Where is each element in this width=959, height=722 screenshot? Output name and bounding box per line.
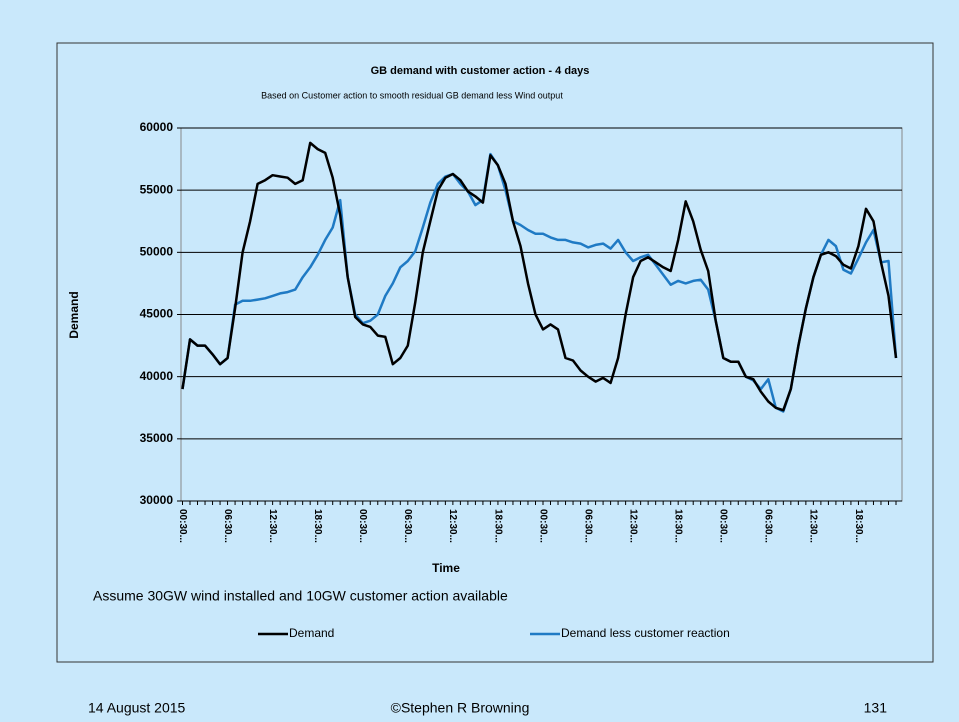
legend-label: Demand less customer reaction xyxy=(561,626,730,640)
x-tick-label: 00:30... xyxy=(177,509,188,543)
x-tick-label: 18:30... xyxy=(492,509,503,543)
footer-date: 14 August 2015 xyxy=(88,700,186,716)
x-axis-label: Time xyxy=(432,561,460,575)
footer-author: ©Stephen R Browning xyxy=(391,700,530,716)
y-tick-label: 55000 xyxy=(140,182,174,196)
y-axis-label: Demand xyxy=(67,291,81,338)
series-line xyxy=(181,152,898,413)
x-tick-label: 12:30... xyxy=(267,509,278,543)
x-tick-label: 12:30... xyxy=(808,509,819,543)
chart-title: GB demand with customer action - 4 days xyxy=(371,65,590,77)
legend-label: Demand xyxy=(289,626,334,640)
y-tick-label: 50000 xyxy=(140,245,174,259)
series-line xyxy=(181,141,898,412)
x-tick-label: 06:30... xyxy=(582,509,593,543)
chart-frame xyxy=(56,42,934,663)
y-tick-label: 45000 xyxy=(140,307,174,321)
footer-page: 131 xyxy=(864,700,888,716)
y-tick-label: 30000 xyxy=(140,493,174,507)
chart-subtitle: Based on Customer action to smooth resid… xyxy=(261,90,563,100)
x-tick-label: 18:30... xyxy=(853,509,864,543)
x-tick-label: 12:30... xyxy=(447,509,458,543)
x-tick-label: 06:30... xyxy=(222,509,233,543)
x-tick-label: 00:30... xyxy=(357,509,368,543)
y-tick-label: 40000 xyxy=(140,369,174,383)
x-tick-label: 18:30... xyxy=(312,509,323,543)
x-tick-label: 00:30... xyxy=(718,509,729,543)
y-tick-label: 35000 xyxy=(140,431,174,445)
x-tick-label: 06:30... xyxy=(402,509,413,543)
note: Assume 30GW wind installed and 10GW cust… xyxy=(93,588,508,604)
x-tick-label: 00:30... xyxy=(537,509,548,543)
x-tick-label: 12:30... xyxy=(627,509,638,543)
y-tick-label: 60000 xyxy=(140,120,174,134)
x-tick-label: 18:30... xyxy=(673,509,684,543)
x-tick-label: 06:30... xyxy=(763,509,774,543)
